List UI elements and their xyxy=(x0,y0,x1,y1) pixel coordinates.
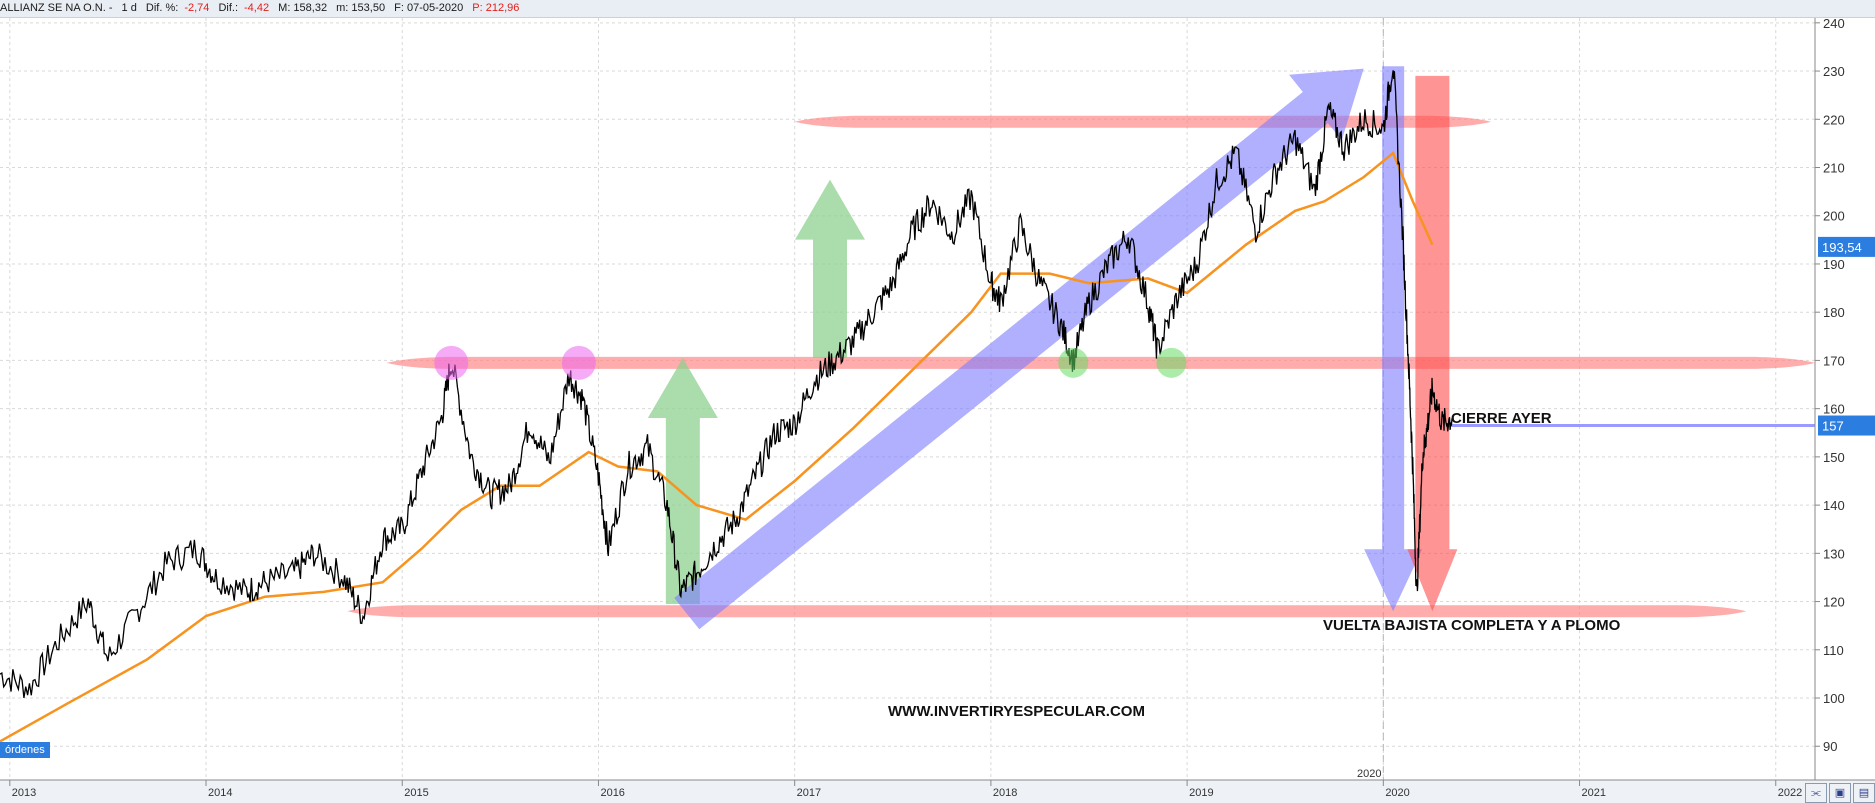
axes: 90 100 110 120 130 140 150 160 170 180 190 200 210 22… xyxy=(0,16,1875,803)
annotation-texts: CIERRE AYER VUELTA BAJISTA COMPLETA Y A … xyxy=(888,410,1621,780)
x-tick-label: 2020 xyxy=(1385,787,1409,799)
price-series xyxy=(0,70,1453,699)
y-tick-label: 90 xyxy=(1823,739,1837,754)
price-line xyxy=(0,70,1453,699)
interval-label[interactable]: 1 d xyxy=(121,2,137,14)
moving-average-series xyxy=(0,150,1434,743)
price-label: P: 212,96 xyxy=(472,2,520,14)
bull-arrow xyxy=(794,179,865,359)
circle-markers xyxy=(434,345,1187,380)
x-axis-panel xyxy=(0,780,1875,803)
ordenes-label: órdenes xyxy=(5,744,45,756)
y-tick-label: 170 xyxy=(1823,353,1845,368)
y-tick-label: 210 xyxy=(1823,161,1845,176)
y-tick-label: 150 xyxy=(1823,450,1845,465)
current-price-tag: 193,54 xyxy=(1822,240,1862,255)
annotation-arrows xyxy=(647,66,1458,630)
x-tick-label: 2018 xyxy=(993,787,1017,799)
chart-grid xyxy=(0,18,1815,780)
min-label: m: 153,50 xyxy=(336,2,386,14)
settings-icon[interactable]: ▤ xyxy=(1853,783,1875,803)
moving-average-line xyxy=(0,150,1434,743)
chart-header-bar: ALLIANZ SE NA O.N. - 1 d Dif. %: -2,74 Di… xyxy=(0,0,1875,18)
date-label: F: 07-05-2020 xyxy=(394,2,464,14)
y-tick-label: 130 xyxy=(1823,546,1845,561)
x-tick-label: 2021 xyxy=(1582,787,1606,799)
dif-pct-value: -2,74 xyxy=(184,2,210,14)
support-resistance-band xyxy=(386,356,1816,369)
y-tick-label: 140 xyxy=(1823,498,1845,513)
current-price-tag-bg xyxy=(1818,236,1875,257)
dif-value: -4,42 xyxy=(244,2,270,14)
last-close-tag: 157 xyxy=(1822,419,1844,434)
y-tick-label: 190 xyxy=(1823,257,1845,272)
x-tick-label: 2022 xyxy=(1778,787,1802,799)
ordenes-badge[interactable]: órdenes xyxy=(0,742,50,758)
max-label: M: 158,32 xyxy=(278,2,328,14)
y-tick-label: 160 xyxy=(1823,402,1845,417)
y-axis-panel xyxy=(1815,18,1875,780)
x-tick-label: 2013 xyxy=(12,787,36,799)
year-marker-label: 2020 xyxy=(1357,768,1381,780)
y-tick-label: 220 xyxy=(1823,112,1845,127)
dif-label: Dif.: xyxy=(218,2,239,14)
instrument-name: ALLIANZ SE NA O.N. - xyxy=(0,2,113,14)
trend-arrow xyxy=(674,68,1364,630)
vuelta-bajista-label: VUELTA BAJISTA COMPLETA Y A PLOMO xyxy=(1323,617,1621,634)
cierre-ayer-label: CIERRE AYER xyxy=(1451,410,1552,427)
bottom-circle-marker xyxy=(1058,347,1089,378)
bull-arrow xyxy=(647,358,718,604)
y-tick-label: 240 xyxy=(1823,16,1845,31)
y-tick-label: 200 xyxy=(1823,209,1845,224)
support-resistance-band xyxy=(347,605,1747,618)
y-tick-label: 180 xyxy=(1823,305,1845,320)
dif-pct-label: Dif. %: xyxy=(145,2,179,14)
x-tick-label: 2015 xyxy=(404,787,428,799)
last-close-tag-bg xyxy=(1818,415,1875,436)
ruler-icon[interactable]: ⫘ xyxy=(1805,783,1827,803)
y-tick-label: 230 xyxy=(1823,64,1845,79)
x-tick-label: 2019 xyxy=(1189,787,1213,799)
bottom-circle-marker xyxy=(1156,347,1187,378)
y-tick-label: 120 xyxy=(1823,595,1845,610)
x-tick-label: 2014 xyxy=(208,787,232,799)
drop-arrow-blue xyxy=(1364,66,1423,612)
x-tick-label: 2017 xyxy=(797,787,821,799)
top-circle-marker xyxy=(434,345,469,380)
y-tick-label: 100 xyxy=(1823,691,1845,706)
save-icon[interactable]: ▣ xyxy=(1829,783,1851,803)
top-circle-marker xyxy=(561,345,596,380)
bottom-toolbar: ⫘ ▣ ▤ xyxy=(1805,783,1875,803)
drop-arrow-red xyxy=(1407,75,1458,612)
y-tick-label: 110 xyxy=(1823,643,1844,658)
website-watermark: WWW.INVERTIRYESPECULAR.COM xyxy=(888,703,1145,720)
x-tick-label: 2016 xyxy=(600,787,624,799)
